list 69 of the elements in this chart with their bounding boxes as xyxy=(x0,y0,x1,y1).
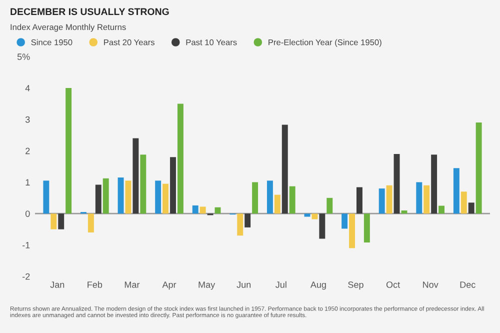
bar xyxy=(50,214,57,230)
bar xyxy=(326,198,333,214)
bar xyxy=(140,154,146,214)
bar xyxy=(200,206,206,214)
x-tick-label: May xyxy=(198,282,216,290)
bar xyxy=(66,88,72,214)
bar xyxy=(438,206,444,214)
bar xyxy=(319,214,326,239)
bar xyxy=(394,154,400,214)
y-tick-label: -2 xyxy=(22,273,30,280)
y-tick-label: 5% xyxy=(17,54,30,60)
x-tick-label: Sep xyxy=(348,281,364,290)
bar xyxy=(416,182,422,214)
bar xyxy=(468,202,474,214)
bar xyxy=(349,214,355,248)
y-tick-label: 2 xyxy=(26,148,30,154)
bar xyxy=(282,124,288,214)
x-tick-label: Dec xyxy=(460,282,476,288)
bar xyxy=(386,185,392,214)
bar xyxy=(170,157,176,214)
y-tick-label: 1 xyxy=(26,179,30,186)
bar xyxy=(177,104,184,214)
chart-title: DECEMBER IS USUALLY STRONG xyxy=(10,8,169,16)
x-tick-label: Jun xyxy=(236,282,251,288)
bar xyxy=(95,184,102,214)
legend-label: Past 10 Years xyxy=(186,39,237,46)
bar xyxy=(155,180,162,214)
bar xyxy=(424,185,430,214)
bar xyxy=(266,180,273,214)
chart-subtitle: Index Average Monthly Returns xyxy=(10,24,126,32)
bar xyxy=(378,188,385,214)
y-tick-label: 4 xyxy=(25,85,30,92)
legend-label: Pre-Election Year (Since 1950) xyxy=(268,39,382,47)
bar xyxy=(342,214,348,229)
x-tick-label: Jan xyxy=(50,282,64,288)
bar xyxy=(102,178,109,214)
legend-label: Past 20 Years xyxy=(104,39,154,46)
bar xyxy=(252,182,258,214)
y-tick-label: 0 xyxy=(25,210,30,217)
x-tick-label: Jul xyxy=(276,281,286,288)
bar xyxy=(431,154,438,214)
x-tick-label: Mar xyxy=(124,282,140,288)
x-tick-label: Feb xyxy=(88,281,102,288)
bar xyxy=(274,194,280,214)
x-tick-label: Nov xyxy=(423,282,438,288)
bar xyxy=(460,192,467,214)
bar xyxy=(88,214,94,232)
bar xyxy=(43,180,50,214)
bar xyxy=(289,186,296,214)
bar xyxy=(58,214,64,230)
y-tick-label: 3 xyxy=(25,116,30,123)
bar xyxy=(118,177,124,214)
legend-label: Since 1950 xyxy=(31,39,72,46)
bar xyxy=(132,138,139,214)
x-tick-label: Oct xyxy=(386,281,400,288)
bar xyxy=(162,184,169,214)
bar xyxy=(312,214,318,220)
x-tick-label: Aug xyxy=(310,282,326,290)
bar xyxy=(244,214,251,228)
bar xyxy=(401,210,408,214)
bar xyxy=(476,122,482,214)
bar xyxy=(192,205,198,214)
bar xyxy=(364,214,370,242)
bar xyxy=(356,187,362,214)
bar xyxy=(125,180,132,214)
bar xyxy=(453,168,460,214)
x-tick-label: Apr xyxy=(162,282,176,290)
y-tick-label: -1 xyxy=(22,242,30,248)
bar xyxy=(237,214,244,236)
